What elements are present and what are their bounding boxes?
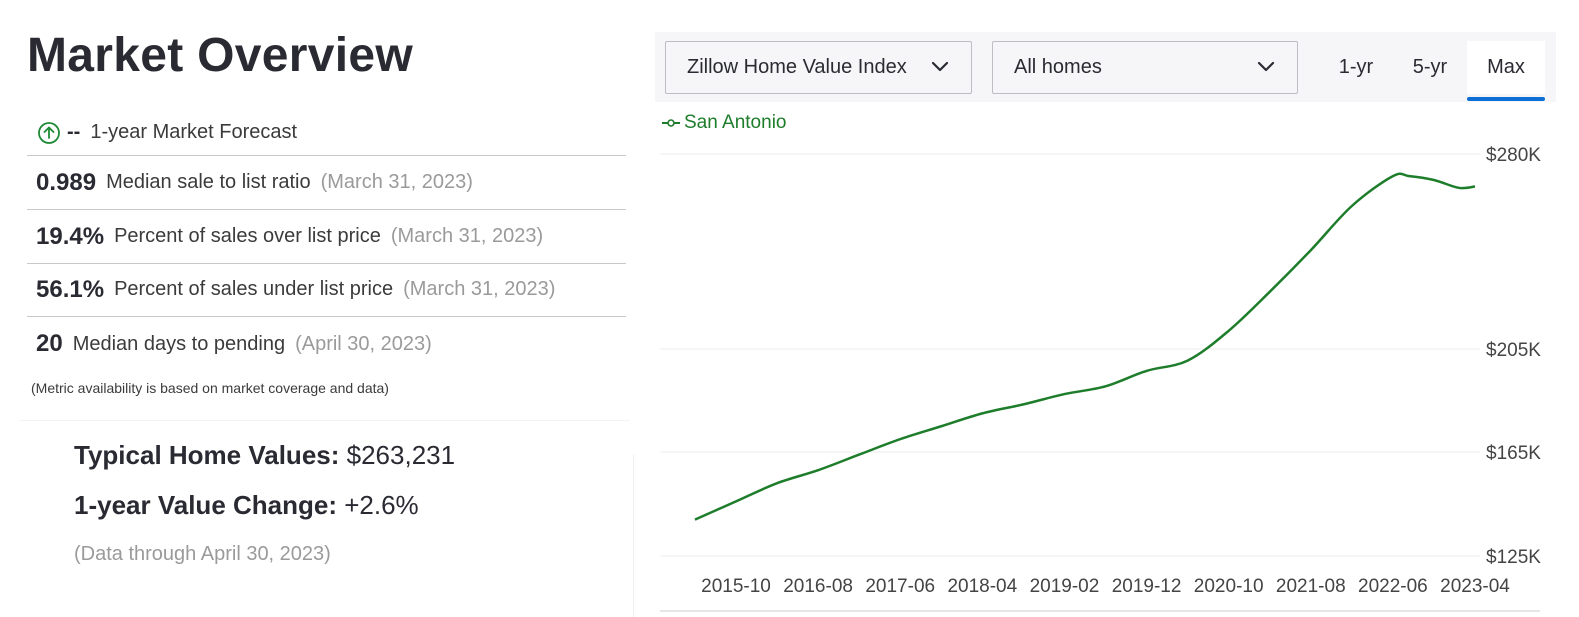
x-tick-label: 2019-12 [1112, 576, 1182, 597]
page-title: Market Overview [27, 29, 414, 82]
column-divider [633, 455, 634, 617]
metric-label: Median days to pending [72, 332, 286, 355]
typical-home-values-label: Typical Home Values: [74, 440, 340, 470]
index-select[interactable]: Zillow Home Value Index [665, 41, 972, 94]
forecast-label: 1-year Market Forecast [90, 121, 298, 143]
metric-date: (April 30, 2023) [295, 332, 432, 355]
forecast-value: -- [67, 121, 81, 143]
value-change: 1-year Value Change: +2.6% [74, 490, 419, 521]
availability-note: (Metric availability is based on market … [31, 380, 389, 396]
metric-row-over-list: 19.4% Percent of sales over list price (… [27, 210, 626, 264]
chevron-down-icon [1257, 61, 1275, 72]
metric-value: 20 [36, 330, 63, 357]
x-tick-label: 2016-08 [783, 576, 853, 597]
active-tab-indicator [1467, 97, 1545, 101]
chevron-down-icon [931, 61, 949, 72]
tab-5-yr[interactable]: 5-yr [1412, 56, 1448, 78]
metric-row-days-to-pending: 20 Median days to pending (April 30, 202… [27, 317, 626, 371]
index-select-value: Zillow Home Value Index [687, 56, 907, 78]
typical-home-values-value: $263,231 [346, 440, 456, 470]
x-tick-label: 2019-02 [1030, 576, 1100, 597]
metric-value: 0.989 [36, 168, 97, 196]
value-change-value: +2.6% [344, 490, 419, 520]
chart-legend: San Antonio [662, 112, 786, 134]
y-tick-label: $125K [1486, 547, 1541, 568]
metric-label: Median sale to list ratio [106, 171, 311, 193]
arrow-up-circle-icon [38, 121, 60, 144]
metric-value: 56.1% [36, 275, 105, 303]
x-tick-label: 2017-06 [865, 576, 935, 597]
x-tick-label: 2021-08 [1276, 576, 1346, 597]
legend-line-marker-icon [662, 119, 680, 127]
y-tick-label: $280K [1486, 145, 1541, 166]
data-through-note: (Data through April 30, 2023) [74, 543, 331, 565]
x-tick-label: 2020-10 [1194, 576, 1264, 597]
value-change-label: 1-year Value Change: [74, 490, 337, 520]
home-type-select-value: All homes [1014, 56, 1102, 78]
x-tick-label: 2015-10 [701, 576, 771, 597]
y-tick-label: $205K [1486, 340, 1541, 361]
metric-row-sale-to-list: 0.989 Median sale to list ratio (March 3… [27, 156, 626, 210]
metric-date: (March 31, 2023) [403, 278, 556, 300]
x-tick-label: 2022-06 [1358, 576, 1428, 597]
x-tick-label: 2023-04 [1440, 576, 1510, 597]
tab-max[interactable]: Max [1467, 41, 1545, 94]
y-tick-label: $165K [1486, 443, 1541, 464]
series-line-san-antonio [694, 172, 1476, 521]
metric-label: Percent of sales over list price [114, 225, 381, 247]
metric-date: (March 31, 2023) [320, 171, 473, 193]
section-divider [20, 420, 630, 421]
metric-row-under-list: 56.1% Percent of sales under list price … [27, 263, 626, 317]
metric-date: (March 31, 2023) [390, 225, 544, 247]
x-tick-label: 2018-04 [947, 576, 1017, 597]
metric-value: 19.4% [36, 222, 105, 250]
forecast-row: -- 1-year Market Forecast [27, 110, 626, 156]
home-type-select[interactable]: All homes [992, 41, 1298, 94]
tab-1-yr[interactable]: 1-yr [1338, 56, 1374, 78]
metric-label: Percent of sales under list price [114, 278, 394, 300]
typical-home-values: Typical Home Values: $263,231 [74, 440, 455, 471]
legend-series-name: San Antonio [684, 112, 787, 133]
